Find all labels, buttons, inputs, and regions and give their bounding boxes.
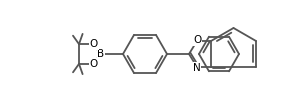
Text: O: O	[90, 39, 98, 49]
Text: N: N	[193, 63, 201, 73]
Text: O: O	[90, 59, 98, 69]
Text: B: B	[97, 49, 105, 59]
Text: O: O	[193, 35, 201, 45]
